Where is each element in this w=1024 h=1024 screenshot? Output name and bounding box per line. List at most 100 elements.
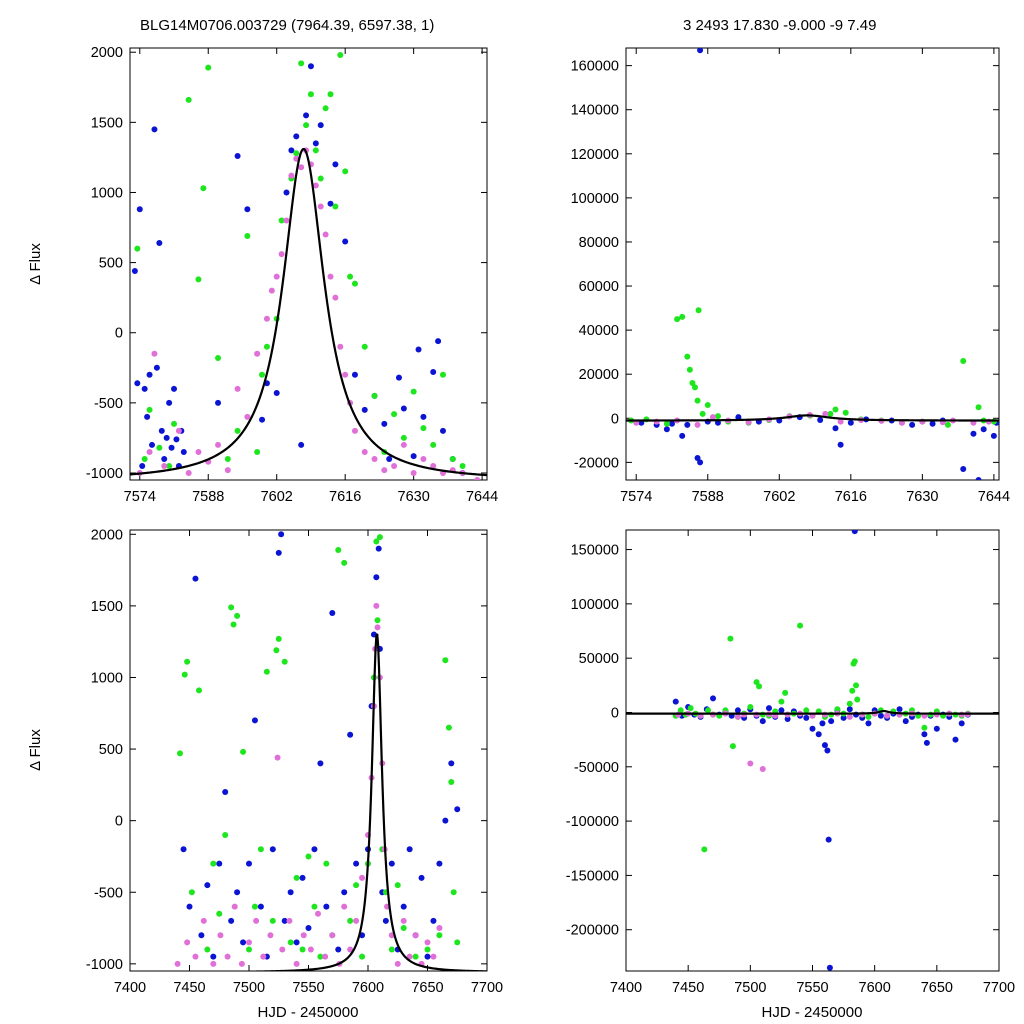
- data-point-violet: [273, 273, 280, 280]
- tick-group: 7400 7450 7500 7550 7600 7650 7700 -1000 -500 0 50…: [86, 527, 503, 996]
- y-tick-label: 0: [115, 814, 123, 830]
- data-point-green: [436, 932, 443, 939]
- x-tick-label: 7400: [114, 980, 146, 996]
- data-point-green: [185, 96, 192, 103]
- data-point-blue: [293, 939, 300, 946]
- data-point-blue: [902, 718, 909, 725]
- data-point-violet: [837, 418, 844, 425]
- data-point-blue: [246, 860, 252, 867]
- data-point-green: [234, 427, 241, 434]
- data-point-green: [166, 462, 173, 469]
- data-point-green: [921, 724, 928, 731]
- tick-group: 7574 7588 7602 7616 7630 7644 -20000 0 20000 4000…: [571, 48, 1010, 505]
- data-point-green: [210, 860, 217, 867]
- x-tick-label: 7616: [329, 489, 361, 505]
- data-point-green: [851, 658, 858, 665]
- y-tick-label: 40000: [579, 323, 619, 339]
- data-point-blue: [815, 731, 822, 738]
- data-point-blue: [312, 140, 319, 147]
- data-point-green: [200, 185, 207, 192]
- panel-bottom-left: 7400 7450 7500 7550 7600 7650 7700 -1000 -500 0 50…: [27, 527, 503, 1021]
- data-point-green: [335, 547, 342, 554]
- data-point-violet: [244, 413, 251, 420]
- data-point-violet: [174, 960, 181, 967]
- data-point-blue: [373, 574, 380, 581]
- y-tick-label: 0: [115, 326, 123, 342]
- x-tick-label: 7450: [672, 980, 704, 996]
- y-tick-label: -20000: [574, 455, 619, 471]
- data-point-blue: [146, 371, 153, 378]
- data-point-blue: [180, 846, 187, 853]
- x-tick-label: 7500: [233, 980, 265, 996]
- data-point-violet: [315, 910, 322, 917]
- data-point-blue: [400, 903, 407, 910]
- data-point-green: [341, 559, 348, 566]
- data-point-blue: [424, 953, 431, 960]
- data-point-blue: [439, 427, 446, 434]
- data-point-green: [376, 534, 383, 541]
- data-point-blue: [418, 874, 425, 881]
- data-point-green: [196, 687, 203, 694]
- y-tick-label: 60000: [579, 279, 619, 295]
- x-tick-label: 7600: [859, 980, 891, 996]
- data-point-green: [347, 917, 354, 924]
- data-point-violet: [412, 932, 419, 939]
- data-point-green: [727, 635, 734, 642]
- data-point-blue: [186, 903, 193, 910]
- data-point-violet: [391, 462, 398, 469]
- data-point-violet: [381, 467, 388, 474]
- data-point-blue: [161, 455, 168, 462]
- data-point-violet: [884, 712, 891, 719]
- data-point-green: [293, 150, 300, 157]
- data-point-violet: [337, 343, 344, 350]
- data-point-violet: [260, 953, 267, 960]
- data-point-green: [677, 707, 684, 714]
- data-point-violet: [298, 164, 305, 171]
- data-point-green: [307, 91, 314, 98]
- data-point-green: [323, 860, 330, 867]
- data-point-blue: [435, 338, 442, 345]
- data-point-green: [373, 538, 380, 545]
- y-tick-label: -1000: [86, 466, 123, 482]
- data-point-violet: [231, 903, 238, 910]
- data-point-green: [663, 420, 670, 427]
- data-point-blue: [877, 712, 884, 719]
- data-point-green: [317, 953, 324, 960]
- y-tick-label: 0: [611, 411, 619, 427]
- data-point-green: [803, 707, 810, 714]
- x-tick-label: 7644: [466, 489, 498, 505]
- data-point-green: [351, 280, 358, 287]
- data-point-blue: [430, 917, 437, 924]
- data-point-green: [230, 621, 237, 628]
- data-point-green: [853, 682, 860, 689]
- data-point-blue: [311, 846, 318, 853]
- data-point-green: [240, 748, 247, 755]
- data-point-green: [361, 343, 368, 350]
- data-point-blue: [353, 860, 360, 867]
- data-point-green: [699, 410, 706, 417]
- data-point-green: [684, 353, 691, 360]
- data-point-violet: [224, 467, 231, 474]
- data-point-blue: [216, 860, 223, 867]
- data-point-violet: [210, 960, 217, 967]
- data-point-violet: [394, 960, 401, 967]
- data-point-violet: [322, 953, 329, 960]
- data-point-blue: [136, 206, 143, 213]
- data-point-blue: [287, 889, 294, 896]
- data-point-green: [439, 371, 446, 378]
- data-point-blue: [305, 925, 312, 932]
- data-point-violet: [332, 294, 339, 301]
- y-tick-label: -150000: [566, 868, 619, 884]
- data-point-green: [224, 455, 231, 462]
- x-tick-label: 7574: [124, 489, 156, 505]
- data-point-blue: [759, 718, 766, 725]
- x-tick-label: 7600: [352, 980, 384, 996]
- data-point-green: [141, 455, 148, 462]
- data-point-green: [263, 668, 270, 675]
- y-tick-label: 500: [99, 256, 123, 272]
- data-point-violet: [307, 946, 314, 953]
- data-point-blue: [131, 268, 138, 275]
- data-point-violet: [373, 602, 380, 609]
- data-point-blue: [826, 964, 833, 971]
- data-point-blue: [234, 153, 241, 159]
